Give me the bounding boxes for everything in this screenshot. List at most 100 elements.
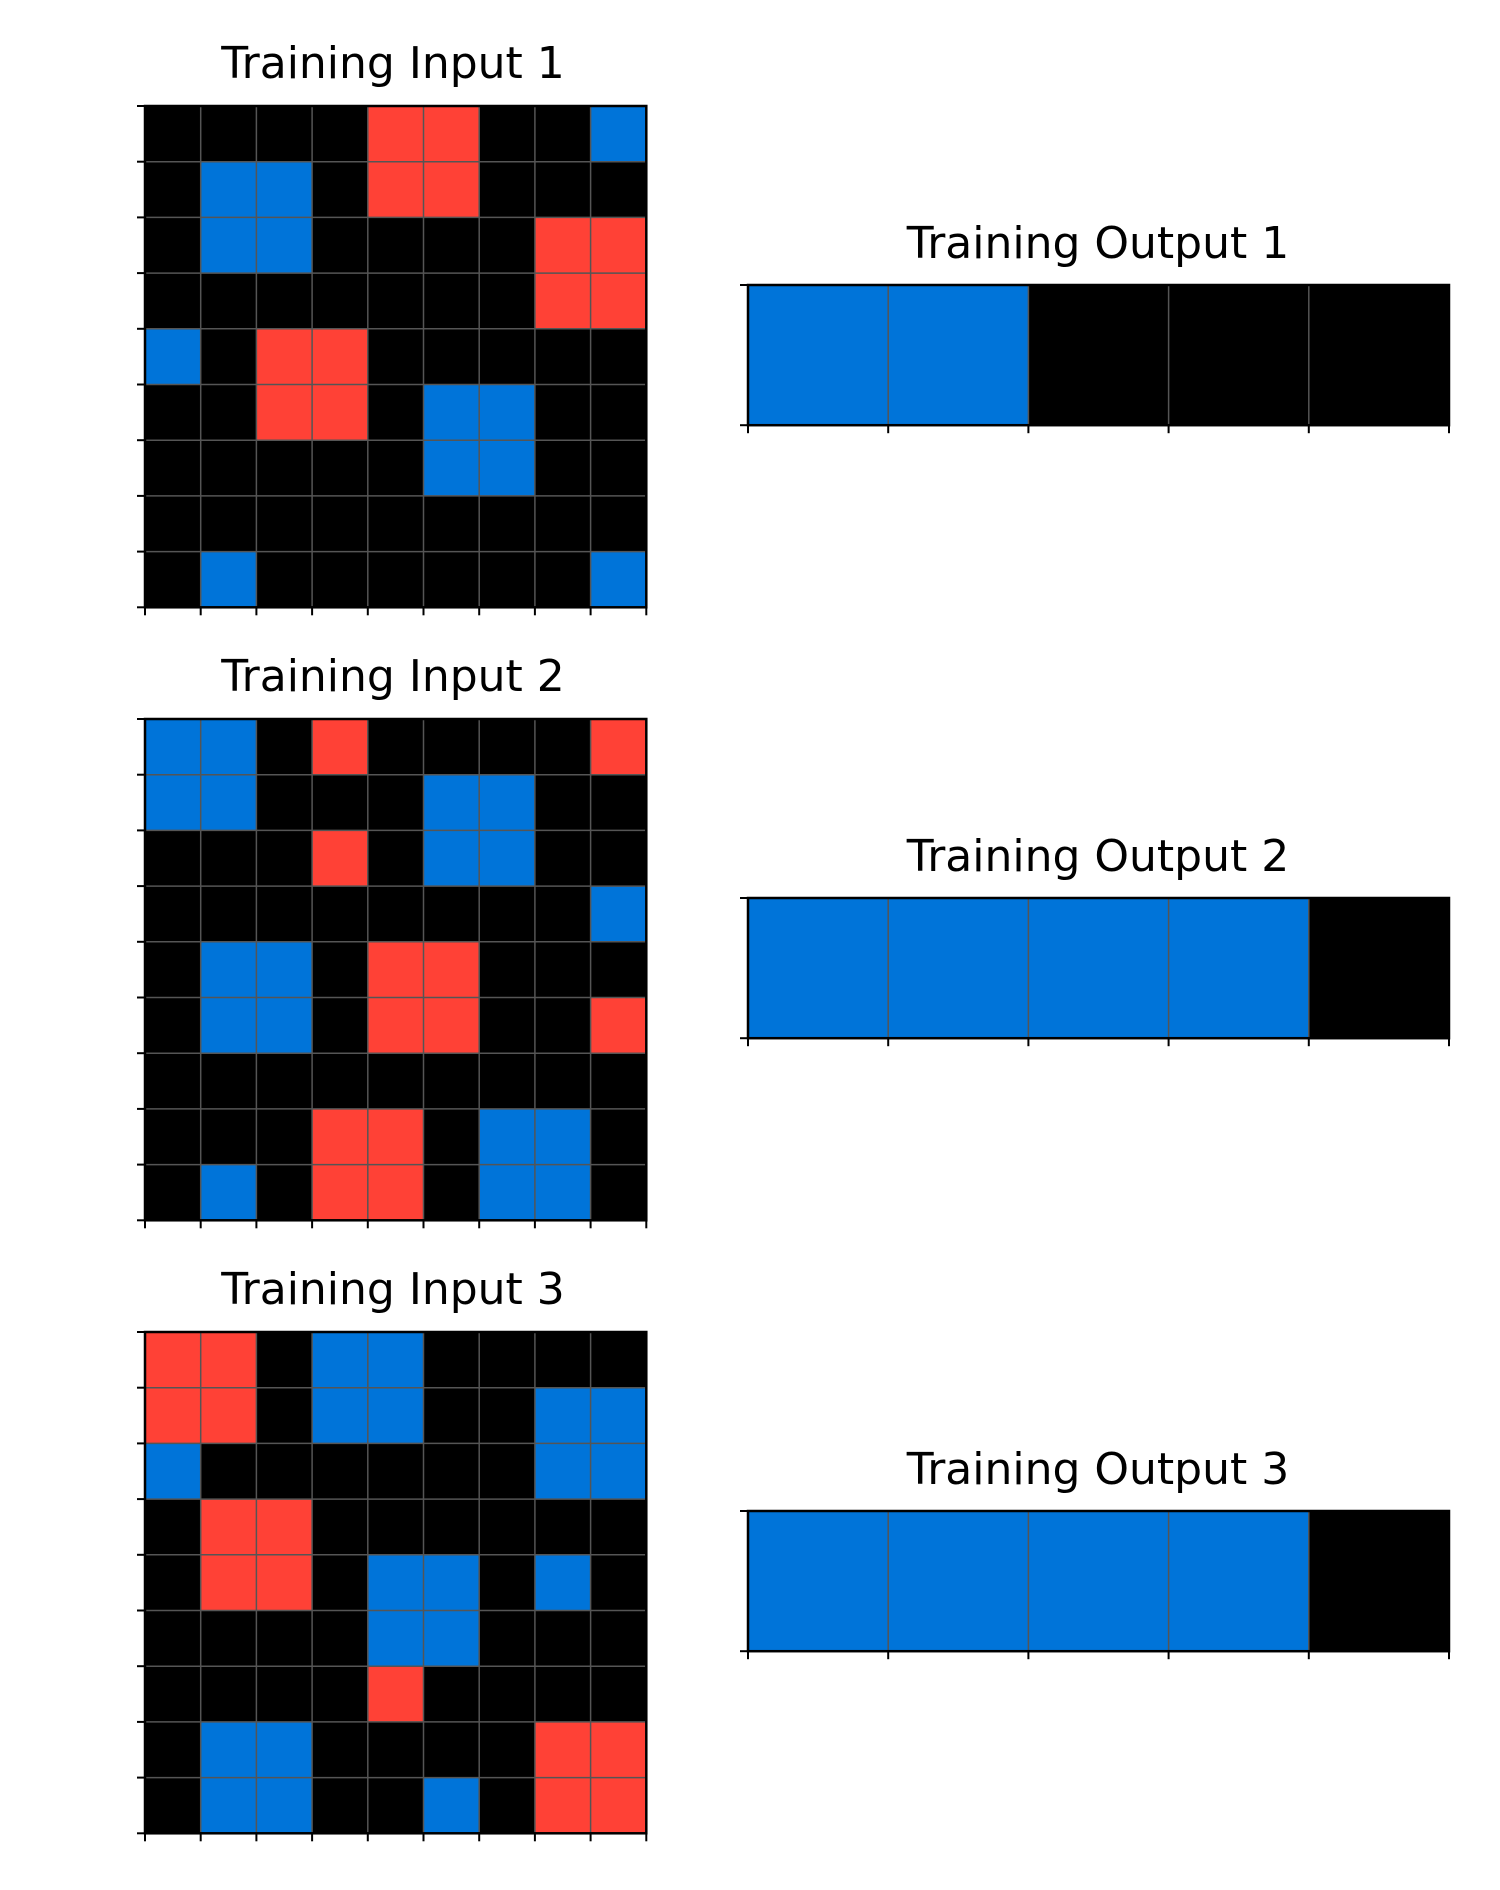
training-input-3-cell-r8-c7 <box>534 1777 591 1834</box>
training-input-2-cell-r7-c6 <box>479 1108 535 1165</box>
training-input-1-cell-r5-c5 <box>423 384 480 441</box>
training-input-3-cell-r0-c2 <box>256 1332 313 1388</box>
training-input-2-cell-r6-c8 <box>590 1053 647 1109</box>
training-input-3-cell-r5-c0 <box>145 1610 201 1667</box>
training-input-1-cell-r0-c2 <box>256 106 313 162</box>
training-input-1-cell-r6-c5 <box>423 440 480 496</box>
training-input-1-cell-r4-c1 <box>200 328 257 385</box>
training-input-2-cell-r0-c1 <box>200 719 257 775</box>
training-input-3-cell-r5-c2 <box>256 1610 313 1667</box>
training-input-2-grid <box>137 717 648 1229</box>
training-input-2-cell-r0-c2 <box>256 719 313 775</box>
training-input-1-border <box>143 104 648 609</box>
training-input-2-cell-r8-c3 <box>312 1164 368 1221</box>
training-input-1-cell-r6-c4 <box>367 440 424 496</box>
training-input-3-cell-r4-c7 <box>534 1554 591 1611</box>
training-input-3-cell-r0-c8 <box>590 1332 647 1388</box>
training-input-1-cell-r2-c6 <box>479 217 535 274</box>
training-input-3-cell-r3-c5 <box>423 1499 480 1555</box>
training-input-2-cell-r6-c1 <box>200 1053 257 1109</box>
training-input-1-cell-r7-c6 <box>479 495 535 552</box>
training-input-3-cell-r2-c3 <box>312 1443 368 1500</box>
training-input-3-cell-r1-c6 <box>479 1387 535 1444</box>
training-input-2-cell-r5-c6 <box>479 997 535 1054</box>
training-input-3-cell-r0-c6 <box>479 1332 535 1388</box>
training-input-3-cell-r6-c8 <box>590 1666 647 1722</box>
training-input-3-cell-r0-c4 <box>367 1332 424 1388</box>
training-input-2-cell-r4-c7 <box>534 941 591 998</box>
training-input-2-cell-r5-c4 <box>367 997 424 1054</box>
training-input-2-cell-r0-c7 <box>534 719 591 775</box>
training-input-1-title: Training Input 1 <box>220 38 565 89</box>
training-input-3-cell-r6-c1 <box>200 1666 257 1722</box>
training-input-1-cell-r1-c8 <box>590 161 647 218</box>
training-input-2-cell-r6-c4 <box>367 1053 424 1109</box>
training-input-1-cell-r7-c4 <box>367 495 424 552</box>
training-input-2-cell-r3-c4 <box>367 886 424 942</box>
training-input-3-cell-r8-c8 <box>590 1777 647 1834</box>
training-input-2-cell-r1-c2 <box>256 774 313 831</box>
training-input-1-cell-r1-c2 <box>256 161 313 218</box>
training-input-1-cell-r1-c3 <box>312 161 368 218</box>
training-input-3-grid <box>137 1330 648 1842</box>
training-input-2-cell-r4-c3 <box>312 941 368 998</box>
training-input-2-cell-r4-c2 <box>256 941 313 998</box>
training-input-1-cell-r0-c7 <box>534 106 591 162</box>
training-input-2-cell-r5-c0 <box>145 997 201 1054</box>
training-input-2-cell-r1-c4 <box>367 774 424 831</box>
training-input-2-cell-r2-c6 <box>479 830 535 887</box>
training-input-1-cell-r3-c4 <box>367 273 424 329</box>
training-input-1-cell-r2-c3 <box>312 217 368 274</box>
training-input-1-cell-r6-c2 <box>256 440 313 496</box>
training-output-1-cell-r0-c2 <box>1028 285 1169 426</box>
training-input-2-border <box>143 717 648 1222</box>
training-input-3-cell-r8-c1 <box>200 1777 257 1834</box>
training-input-1-cell-r5-c8 <box>590 384 647 441</box>
training-input-1-cell-r6-c1 <box>200 440 257 496</box>
training-input-1-cell-r7-c7 <box>534 495 591 552</box>
training-input-3-cell-r3-c1 <box>200 1499 257 1555</box>
training-input-2-cell-r2-c2 <box>256 830 313 887</box>
training-input-3-cell-r0-c0 <box>145 1332 201 1388</box>
training-input-1-cell-r5-c7 <box>534 384 591 441</box>
training-input-3-cell-r5-c3 <box>312 1610 368 1667</box>
training-input-2-cell-r4-c4 <box>367 941 424 998</box>
training-input-2-cell-r4-c0 <box>145 941 201 998</box>
training-input-1-cell-r0-c6 <box>479 106 535 162</box>
training-input-1-cell-r4-c8 <box>590 328 647 385</box>
training-input-2-cell-r6-c7 <box>534 1053 591 1109</box>
training-output-2-cell-r0-c0 <box>748 898 889 1039</box>
training-input-2-cell-r4-c5 <box>423 941 480 998</box>
training-input-3-cell-r6-c7 <box>534 1666 591 1722</box>
training-input-2-cell-r1-c5 <box>423 774 480 831</box>
training-input-3-cell-r4-c8 <box>590 1554 647 1611</box>
training-input-1-cell-r8-c8 <box>590 551 647 608</box>
training-input-2-title: Training Input 2 <box>220 651 565 702</box>
training-input-3-cell-r0-c7 <box>534 1332 591 1388</box>
training-input-2-cell-r5-c3 <box>312 997 368 1054</box>
training-input-1-cell-r1-c0 <box>145 161 201 218</box>
training-input-2-cell-r1-c7 <box>534 774 591 831</box>
training-input-2-cell-r7-c7 <box>534 1108 591 1165</box>
training-input-1-cell-r0-c1 <box>200 106 257 162</box>
training-input-2-cell-r5-c2 <box>256 997 313 1054</box>
training-input-2-cell-r3-c3 <box>312 886 368 942</box>
training-input-1-cell-r8-c1 <box>200 551 257 608</box>
training-input-2-cell-r6-c5 <box>423 1053 480 1109</box>
training-input-1-cell-r3-c2 <box>256 273 313 329</box>
training-input-1-grid <box>137 104 648 616</box>
training-input-1-cell-r5-c6 <box>479 384 535 441</box>
training-input-2-cell-r7-c3 <box>312 1108 368 1165</box>
training-input-1-cell-r2-c7 <box>534 217 591 274</box>
training-input-2-cell-r1-c3 <box>312 774 368 831</box>
training-input-1-cell-r7-c8 <box>590 495 647 552</box>
training-input-1-cell-r5-c1 <box>200 384 257 441</box>
training-input-3-cell-r3-c3 <box>312 1499 368 1555</box>
training-input-3-cell-r8-c5 <box>423 1777 480 1834</box>
training-input-1-cell-r2-c4 <box>367 217 424 274</box>
training-input-3-cell-r6-c2 <box>256 1666 313 1722</box>
training-output-3-grid <box>740 1509 1451 1660</box>
training-input-1-cell-r8-c7 <box>534 551 591 608</box>
training-input-2-cell-r8-c6 <box>479 1164 535 1221</box>
training-input-1-cell-r0-c5 <box>423 106 480 162</box>
